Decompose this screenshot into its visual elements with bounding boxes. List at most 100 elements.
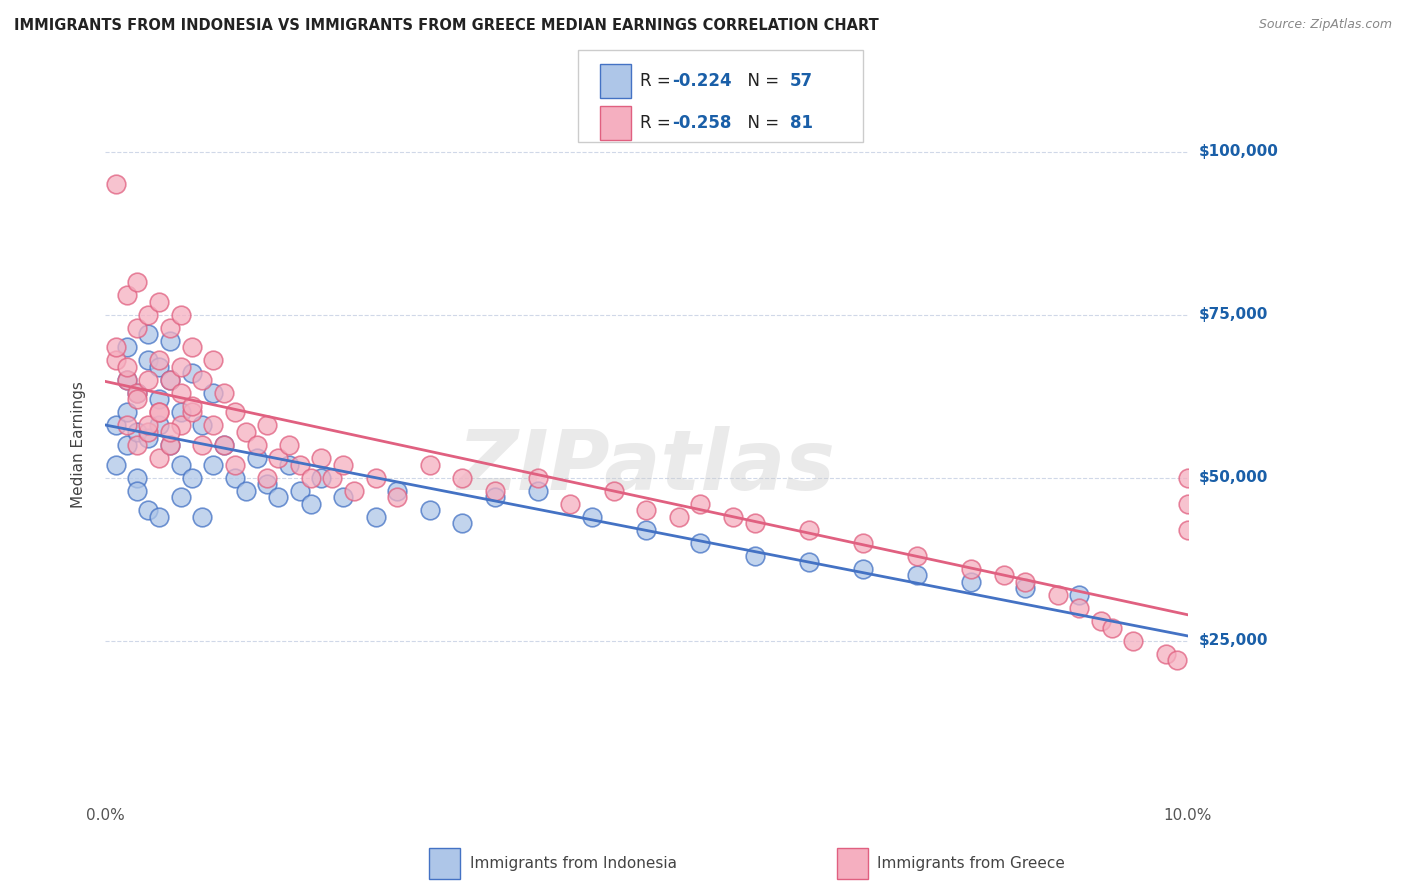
Point [235, 483, 257, 498]
Point [527, 483, 550, 498]
Point [321, 470, 343, 484]
Point [148, 405, 170, 419]
Point [180, 399, 202, 413]
Point [159, 373, 181, 387]
Point [115, 288, 138, 302]
Point [603, 483, 626, 498]
Point [202, 418, 225, 433]
Point [852, 562, 875, 576]
Point [1177, 470, 1199, 484]
Point [212, 385, 235, 400]
Point [127, 385, 149, 400]
Point [191, 373, 214, 387]
Point [148, 353, 170, 368]
Point [180, 470, 202, 484]
Point [960, 562, 983, 576]
Point [136, 432, 159, 446]
Point [115, 418, 138, 433]
Text: -0.258: -0.258 [672, 114, 731, 132]
Point [148, 509, 170, 524]
Point [267, 490, 290, 504]
Point [245, 450, 267, 465]
Point [136, 353, 159, 368]
Point [636, 523, 658, 537]
Point [1014, 574, 1036, 589]
Text: Immigrants from Greece: Immigrants from Greece [877, 856, 1066, 871]
Point [148, 405, 170, 419]
Point [136, 418, 159, 433]
Text: R =: R = [640, 72, 676, 90]
Point [127, 425, 149, 439]
Point [212, 438, 235, 452]
Point [104, 177, 127, 191]
Point [905, 568, 928, 582]
Point [136, 503, 159, 517]
Point [202, 458, 225, 472]
Point [115, 373, 138, 387]
Point [332, 458, 354, 472]
Point [148, 294, 170, 309]
Point [127, 438, 149, 452]
Point [136, 425, 159, 439]
Point [148, 359, 170, 374]
Point [560, 497, 582, 511]
Text: IMMIGRANTS FROM INDONESIA VS IMMIGRANTS FROM GREECE MEDIAN EARNINGS CORRELATION : IMMIGRANTS FROM INDONESIA VS IMMIGRANTS … [14, 18, 879, 33]
Point [256, 470, 278, 484]
Point [1069, 601, 1091, 615]
Point [202, 385, 225, 400]
Point [721, 509, 744, 524]
Point [180, 366, 202, 380]
Point [170, 359, 193, 374]
Point [136, 327, 159, 342]
Point [1014, 582, 1036, 596]
Point [744, 549, 766, 563]
Point [288, 458, 311, 472]
Point [212, 438, 235, 452]
Point [668, 509, 690, 524]
Point [581, 509, 603, 524]
Text: -0.224: -0.224 [672, 72, 731, 90]
Point [159, 373, 181, 387]
Text: $75,000: $75,000 [1199, 307, 1268, 322]
Point [797, 523, 820, 537]
Text: ZIPatlas: ZIPatlas [457, 426, 835, 507]
Point [115, 405, 138, 419]
Point [636, 503, 658, 517]
Point [224, 405, 246, 419]
Point [1154, 647, 1177, 661]
Text: Source: ZipAtlas.com: Source: ZipAtlas.com [1258, 18, 1392, 31]
Point [960, 574, 983, 589]
Point [159, 438, 181, 452]
Point [267, 450, 290, 465]
Point [180, 405, 202, 419]
Point [1046, 588, 1069, 602]
Point [148, 418, 170, 433]
Point [278, 438, 301, 452]
Point [127, 320, 149, 334]
Point [311, 470, 333, 484]
Point [311, 450, 333, 465]
Point [127, 483, 149, 498]
Point [1177, 497, 1199, 511]
Point [1101, 621, 1123, 635]
Point [364, 509, 387, 524]
Point [159, 438, 181, 452]
Point [245, 438, 267, 452]
Point [191, 418, 214, 433]
Point [1166, 653, 1188, 667]
Point [451, 516, 474, 531]
Point [115, 359, 138, 374]
Text: $100,000: $100,000 [1199, 145, 1278, 159]
Text: 57: 57 [790, 72, 813, 90]
Point [364, 470, 387, 484]
Point [159, 425, 181, 439]
Point [127, 385, 149, 400]
Point [852, 536, 875, 550]
Point [170, 405, 193, 419]
Y-axis label: Median Earnings: Median Earnings [72, 382, 86, 508]
Point [1122, 633, 1144, 648]
Point [170, 308, 193, 322]
Point [180, 340, 202, 354]
Text: Immigrants from Indonesia: Immigrants from Indonesia [470, 856, 676, 871]
Point [288, 483, 311, 498]
